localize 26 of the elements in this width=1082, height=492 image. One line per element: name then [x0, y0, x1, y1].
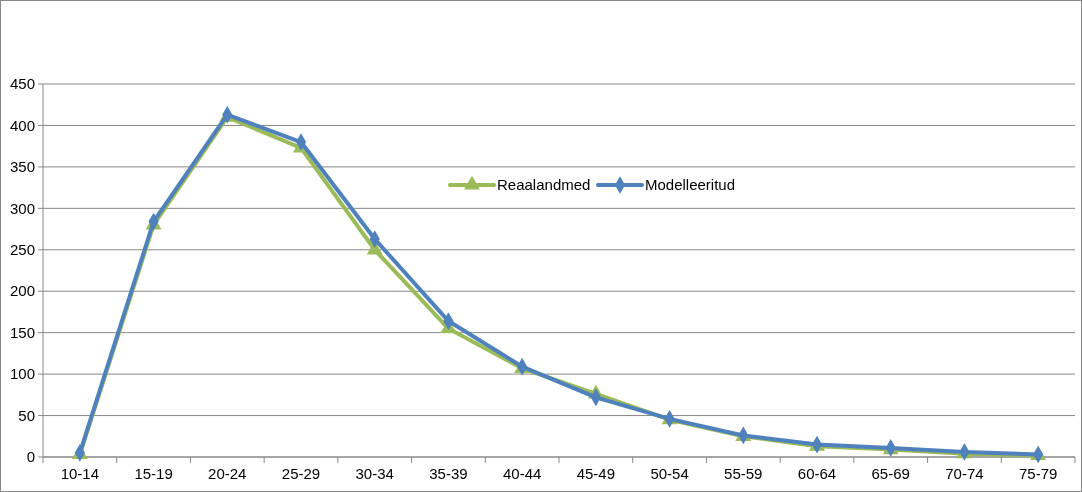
- x-tick-label: 40-44: [502, 465, 542, 482]
- x-tick-label: 30-34: [355, 465, 394, 482]
- y-tick-label: 50: [18, 406, 35, 424]
- y-tick-label: 350: [9, 158, 35, 176]
- y-tick-label: 250: [9, 241, 35, 259]
- x-tick-label: 25-29: [281, 465, 321, 482]
- y-tick-label: 100: [9, 365, 35, 383]
- x-tick-label: 55-59: [724, 465, 763, 482]
- y-tick-label: 150: [9, 323, 35, 341]
- x-tick-label: 20-24: [208, 465, 247, 482]
- x-tick-label: 60-64: [797, 465, 837, 482]
- y-tick-label: 200: [9, 282, 35, 300]
- x-tick-label: 75-79: [1018, 465, 1058, 482]
- y-tick-label: 400: [9, 116, 35, 134]
- x-tick-label: 70-74: [945, 465, 984, 482]
- x-tick-label: 50-54: [650, 465, 689, 482]
- y-tick-label: 300: [9, 199, 35, 217]
- x-tick-label: 15-19: [134, 465, 173, 482]
- y-tick-label: 450: [9, 75, 35, 93]
- x-tick-label: 45-49: [576, 465, 616, 482]
- y-tick-label: 0: [26, 448, 35, 466]
- x-tick-label: 35-39: [429, 465, 468, 482]
- x-tick-label: 10-14: [60, 465, 100, 482]
- legend-label: Reaalandmed: [497, 176, 591, 194]
- x-tick-label: 65-69: [871, 465, 910, 482]
- legend-label: Modelleeritud: [645, 176, 736, 194]
